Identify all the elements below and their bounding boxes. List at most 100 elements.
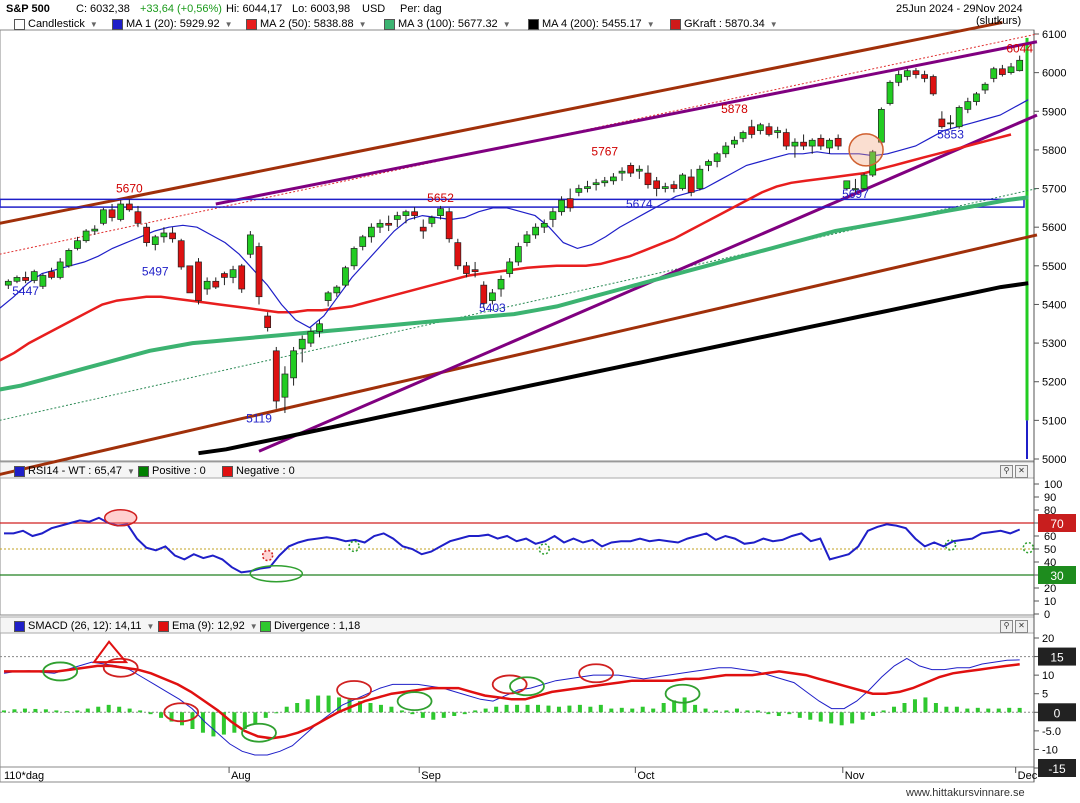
candle-body xyxy=(186,265,194,294)
candle xyxy=(774,126,782,139)
divergence-bar xyxy=(274,712,279,714)
candle xyxy=(670,180,678,193)
candle-body xyxy=(117,203,125,220)
divergence-bar xyxy=(818,712,823,722)
legend-rsi[interactable]: RSI14 - WT : 65,47 ▼ xyxy=(14,465,135,477)
candle-body xyxy=(134,211,142,224)
candle-body xyxy=(661,186,669,189)
divergence-swatch xyxy=(260,620,271,632)
legend-gkraft[interactable]: GKraft : 5870.34 ▼ xyxy=(670,18,778,30)
divergence-bar xyxy=(473,710,478,713)
candle-body xyxy=(808,139,816,147)
legend-label: Ema (9): 12,92 xyxy=(172,620,245,632)
legend-positive[interactable]: Positive : 0 xyxy=(138,465,206,477)
candle-body xyxy=(108,209,116,218)
chevron-down-icon[interactable]: ▼ xyxy=(224,19,233,29)
rsi-highlight-circle xyxy=(1022,541,1035,554)
candle-body xyxy=(653,180,661,189)
divergence-bar xyxy=(714,710,719,713)
candle xyxy=(229,265,237,284)
legend-label: Divergence : 1,18 xyxy=(274,620,361,632)
candle xyxy=(74,236,81,251)
candle xyxy=(627,162,635,177)
ma2-line xyxy=(0,133,1012,362)
chevron-down-icon[interactable]: ▼ xyxy=(769,19,778,29)
divergence-bar xyxy=(305,699,310,713)
legend-ma1[interactable]: MA 1 (20): 5929.92 ▼ xyxy=(112,18,232,30)
candle-body xyxy=(834,137,842,147)
price-tick-label: 5400 xyxy=(1042,299,1066,311)
chevron-down-icon[interactable]: ▼ xyxy=(358,19,367,29)
macd-highlight-circle xyxy=(578,663,615,684)
candle xyxy=(852,178,859,193)
chevron-down-icon[interactable]: ▼ xyxy=(89,19,98,29)
candle-body xyxy=(592,182,600,186)
zoom-icon[interactable]: ⚲ xyxy=(1000,465,1013,478)
price-annotation: 5652 xyxy=(427,191,454,205)
divergence-bar xyxy=(368,703,373,713)
bar-count-label: 110*dag xyxy=(4,770,45,782)
legend-ma2[interactable]: MA 2 (50): 5838.88 ▼ xyxy=(246,18,366,30)
close-icon[interactable]: ✕ xyxy=(1015,465,1028,478)
candle-body xyxy=(860,174,868,189)
candle xyxy=(471,261,479,278)
candle xyxy=(445,207,453,243)
macd-highlight-circle xyxy=(336,680,372,700)
candle xyxy=(808,138,816,154)
divergence-bar xyxy=(431,712,436,720)
divergence-bar xyxy=(504,704,509,713)
legend-ma3[interactable]: MA 3 (100): 5677.32 ▼ xyxy=(384,18,511,30)
chevron-down-icon[interactable]: ▼ xyxy=(146,621,155,631)
candle-body xyxy=(385,222,393,226)
candle xyxy=(480,281,488,309)
candle-body xyxy=(489,292,496,301)
legend-candlestick[interactable]: Candlestick ▼ xyxy=(14,18,98,30)
candle-body xyxy=(151,236,159,245)
zoom-icon[interactable]: ⚲ xyxy=(1000,620,1013,633)
divergence-bar xyxy=(284,706,289,713)
candle xyxy=(549,207,557,228)
chevron-down-icon[interactable]: ▼ xyxy=(126,466,135,476)
candle-body xyxy=(13,277,21,282)
legend-divergence[interactable]: Divergence : 1,18 xyxy=(260,620,360,632)
legend-label: MA 2 (50): 5838.88 xyxy=(260,18,354,30)
chevron-down-icon[interactable]: ▼ xyxy=(502,19,511,29)
divergence-bar xyxy=(263,712,268,718)
candle-body xyxy=(895,74,903,83)
divergence-bar xyxy=(724,710,729,713)
legend-ema[interactable]: Ema (9): 12,92 ▼ xyxy=(158,620,258,632)
divergence-bar xyxy=(881,710,886,713)
period-label: Per: dag xyxy=(400,3,442,15)
divergence-bar xyxy=(1007,707,1012,713)
candle xyxy=(342,265,349,288)
chevron-down-icon[interactable]: ▼ xyxy=(646,19,655,29)
divergence-bar xyxy=(190,712,195,729)
rsi-level-box-label: 30 xyxy=(1050,569,1064,583)
candle xyxy=(860,173,868,191)
candle xyxy=(947,115,954,130)
candle-body xyxy=(229,269,237,278)
legend-ma4[interactable]: MA 4 (200): 5455.17 ▼ xyxy=(528,18,655,30)
divergence-bar xyxy=(598,704,603,713)
close-icon[interactable]: ✕ xyxy=(1015,620,1028,633)
divergence-bar xyxy=(75,710,80,713)
price-annotation: 5670 xyxy=(116,181,143,195)
divergence-bar xyxy=(734,708,739,713)
channel-lower-line xyxy=(0,233,1038,476)
candle xyxy=(82,229,90,243)
legend-smacd[interactable]: SMACD (26, 12): 14,11 ▼ xyxy=(14,620,154,632)
price-tick-label: 5500 xyxy=(1042,261,1066,273)
legend-negative[interactable]: Negative : 0 xyxy=(222,465,295,477)
rsi-tick-label: 0 xyxy=(1044,609,1050,621)
divergence-bar xyxy=(22,708,27,713)
candle-body xyxy=(610,176,617,182)
candle-body xyxy=(540,222,548,228)
rsi-level-box xyxy=(1038,566,1076,584)
chevron-down-icon[interactable]: ▼ xyxy=(249,621,258,631)
macd-header-bar xyxy=(0,616,1035,634)
candle xyxy=(437,205,444,220)
candle-body xyxy=(532,226,539,236)
candle xyxy=(791,138,799,158)
highlight-circle xyxy=(848,133,884,167)
macd-level-box xyxy=(1038,759,1076,777)
